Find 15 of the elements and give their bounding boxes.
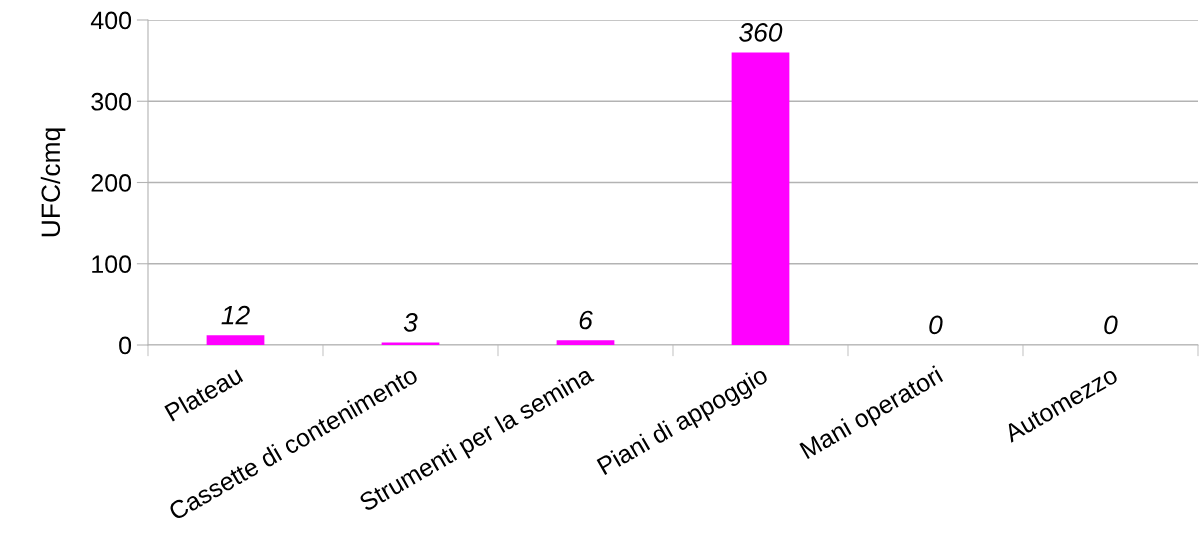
bar: [731, 52, 790, 345]
y-tick-label: 200: [91, 174, 132, 192]
data-label: 360: [739, 23, 783, 42]
data-label: 12: [221, 305, 250, 325]
y-axis-title: UFC/cmq: [40, 128, 66, 237]
data-label: 6: [579, 310, 593, 330]
y-tick-label: 400: [90, 11, 132, 30]
data-label: 0: [929, 315, 943, 335]
y-tick-label: 300: [91, 92, 132, 111]
y-tick-label: 100: [92, 255, 132, 274]
bar: [206, 335, 265, 345]
data-label: 0: [1104, 315, 1118, 335]
data-label: 3: [403, 313, 418, 332]
bar: [556, 340, 615, 345]
y-tick-label: 0: [119, 336, 132, 355]
